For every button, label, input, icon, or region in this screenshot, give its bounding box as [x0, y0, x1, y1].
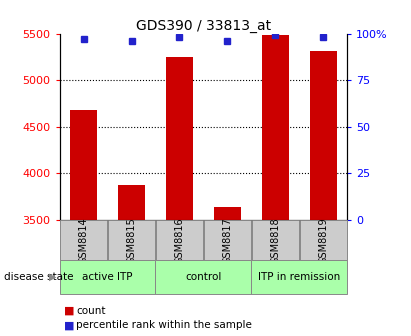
- Bar: [155, 260, 252, 294]
- Title: GDS390 / 33813_at: GDS390 / 33813_at: [136, 18, 271, 33]
- Bar: [166, 57, 193, 220]
- Bar: [310, 51, 337, 220]
- Text: count: count: [76, 306, 106, 316]
- Bar: [118, 185, 145, 220]
- Text: GSM8816: GSM8816: [175, 217, 185, 263]
- Bar: [252, 260, 347, 294]
- Text: ■: ■: [64, 320, 74, 330]
- Text: GSM8814: GSM8814: [79, 217, 88, 263]
- Text: percentile rank within the sample: percentile rank within the sample: [76, 320, 252, 330]
- Text: GSM8817: GSM8817: [222, 217, 232, 264]
- Text: GSM8819: GSM8819: [319, 217, 328, 263]
- Bar: [60, 260, 155, 294]
- Text: ■: ■: [64, 306, 74, 316]
- Text: ▶: ▶: [49, 272, 56, 282]
- Text: control: control: [185, 272, 222, 282]
- Text: disease state: disease state: [4, 272, 74, 282]
- Bar: [262, 36, 289, 220]
- Bar: [156, 220, 203, 260]
- Text: GSM8815: GSM8815: [127, 217, 136, 264]
- Text: active ITP: active ITP: [82, 272, 133, 282]
- Bar: [252, 220, 299, 260]
- Bar: [204, 220, 251, 260]
- Text: GSM8818: GSM8818: [270, 217, 280, 263]
- Bar: [300, 220, 347, 260]
- Bar: [108, 220, 155, 260]
- Text: ITP in remission: ITP in remission: [258, 272, 340, 282]
- Bar: [60, 220, 107, 260]
- Bar: [70, 110, 97, 220]
- Bar: [214, 207, 240, 220]
